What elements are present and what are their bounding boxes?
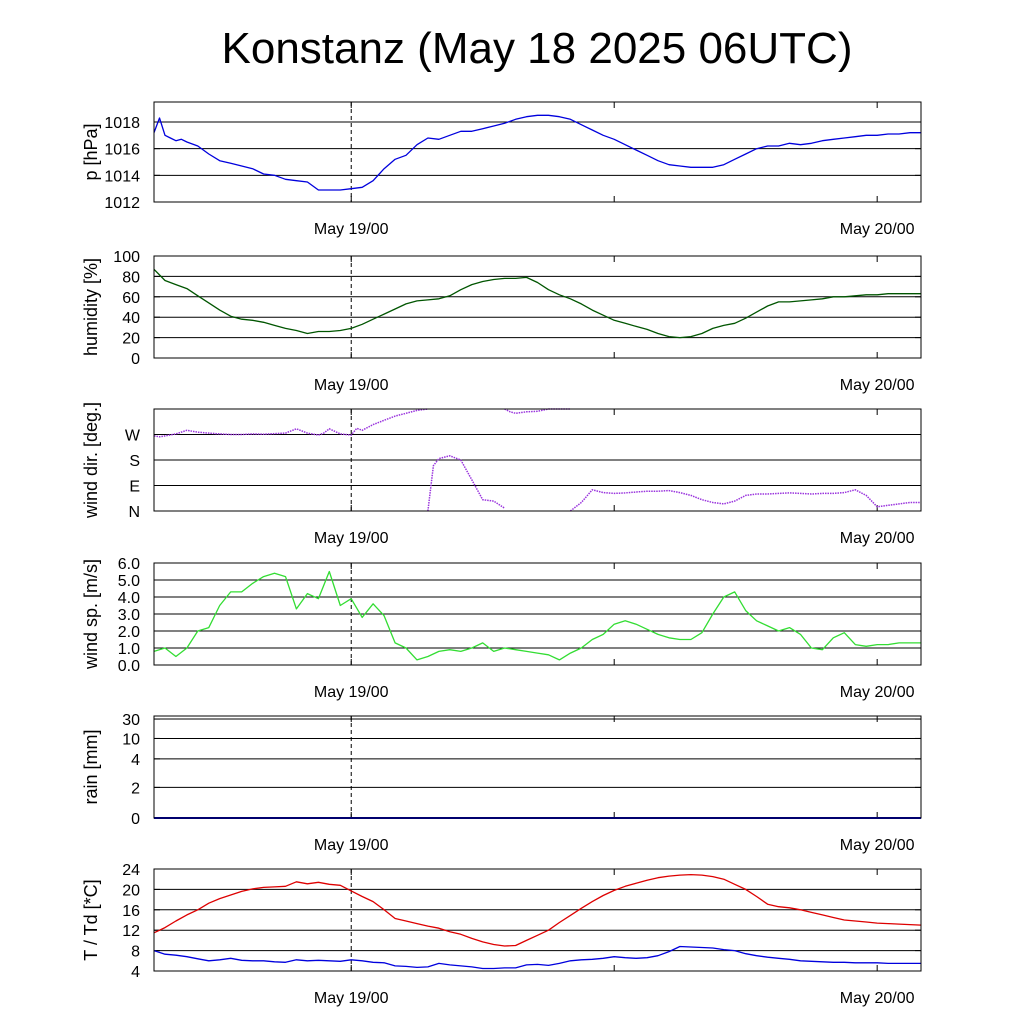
wind-speed-ytick-label: 1.0: [118, 641, 140, 658]
temperature-dewpoint-xtick-label: May 20/00: [840, 990, 915, 1007]
wind-direction-ytick-label: S: [129, 453, 140, 470]
wind-speed-ytick-label: 5.0: [118, 573, 140, 590]
temperature-dewpoint-series-1: [153, 945, 921, 970]
wind-direction-trace: [427, 455, 506, 512]
chart-title: Konstanz (May 18 2025 06UTC): [221, 24, 853, 73]
wind-speed-xtick-label: May 19/00: [314, 684, 389, 701]
rain-ytick-label: 10: [122, 731, 140, 748]
rain-ytick-label: 4: [131, 752, 140, 769]
rain-ytick-label: 30: [122, 712, 140, 729]
wind-direction-trace: [153, 408, 428, 438]
temperature-dewpoint-panel: 4 8 12 16 20 24 May 19/00 May 20/00 T / Td [*C]: [81, 862, 922, 1007]
temperature-dewpoint-ytick-label: 4: [131, 964, 140, 981]
wind-direction-ylabel: wind dir. [deg.]: [81, 402, 101, 519]
rain-ylabel: rain [mm]: [81, 729, 101, 804]
wind-speed-ytick-label: 4.0: [118, 590, 140, 607]
humidity-xtick-label: May 19/00: [314, 377, 389, 394]
wind-speed-ylabel: wind sp. [m/s]: [81, 559, 101, 670]
wind-direction-series-3: [569, 488, 921, 512]
pressure-xtick-label: May 19/00: [314, 221, 389, 238]
wind-direction-frame: [153, 408, 922, 512]
wind-speed-series-0: [153, 570, 921, 661]
wind-speed-ytick-label: 3.0: [118, 607, 140, 624]
temperature-dewpoint-frame: [153, 868, 922, 972]
temperature-dewpoint-ytick-label: 12: [122, 923, 140, 940]
temperature-dewpoint-ytick-label: 16: [122, 903, 140, 920]
wind-speed-ytick-label: 0.0: [118, 658, 140, 675]
wind-speed-ytick-label: 2.0: [118, 624, 140, 641]
wind-speed-ytick-label: 6.0: [118, 556, 140, 573]
temperature-dewpoint-series-0: [153, 873, 922, 947]
rain-frame: [153, 715, 922, 819]
temperature-dewpoint-ytick-label: 20: [122, 882, 140, 899]
humidity-xtick-label: May 20/00: [840, 377, 915, 394]
humidity-ytick-label: 0: [131, 351, 140, 368]
rain-ytick-label: 0: [131, 811, 140, 828]
rain-panel: 0 2 4 10 30 May 19/00 May 20/00 rain [mm]: [81, 712, 922, 854]
pressure-ytick-label: 1012: [104, 195, 140, 212]
humidity-panel: 0 20 40 60 80 100 May 19/00 May 20/00 humidity […: [81, 249, 922, 394]
rain-xtick-label: May 19/00: [314, 837, 389, 854]
wind-speed-panel: 0.01.02.03.04.05.06.0 May 19/00 May 20/00 w…: [81, 556, 922, 701]
pressure-ytick-label: 1016: [104, 142, 140, 159]
wind-direction-xtick-label: May 19/00: [314, 530, 389, 547]
pressure-ytick-label: 1018: [104, 115, 140, 132]
humidity-ytick-label: 100: [113, 249, 140, 266]
temperature-dewpoint-ylabel: T / Td [*C]: [81, 879, 101, 960]
pressure-ytick-label: 1014: [104, 168, 140, 185]
humidity-series-0: [153, 268, 921, 339]
pressure-frame: [153, 101, 922, 203]
humidity-frame: [153, 255, 922, 359]
temperature-dewpoint-ytick-label: 24: [122, 862, 140, 879]
humidity-ytick-label: 80: [122, 269, 140, 286]
wind-speed-frame: [153, 562, 922, 666]
temperature-dewpoint-ytick-label: 8: [131, 944, 140, 961]
wind-direction-series-1: [427, 455, 506, 512]
wind-direction-ytick-label: W: [125, 428, 141, 445]
wind-direction-trace: [504, 408, 571, 415]
rain-xtick-label: May 20/00: [840, 837, 915, 854]
wind-direction-ytick-label: N: [128, 504, 140, 521]
wind-direction-series-2: [504, 408, 571, 415]
wind-direction-series-0: [153, 408, 428, 438]
pressure-series-0: [153, 114, 921, 191]
wind-speed-xtick-label: May 20/00: [840, 684, 915, 701]
humidity-ylabel: humidity [%]: [81, 258, 101, 356]
pressure-panel: 1012 1014 1016 1018 May 19/00 May 20/00 p [hPa…: [81, 101, 922, 238]
humidity-ytick-label: 20: [122, 331, 140, 348]
wind-direction-ytick-label: E: [129, 479, 140, 496]
pressure-ylabel: p [hPa]: [81, 123, 101, 180]
wind-direction-xtick-label: May 20/00: [840, 530, 915, 547]
pressure-xtick-label: May 20/00: [840, 221, 915, 238]
humidity-ytick-label: 60: [122, 290, 140, 307]
temperature-dewpoint-xtick-label: May 19/00: [314, 990, 389, 1007]
rain-ytick-label: 2: [131, 780, 140, 797]
wind-direction-trace: [569, 488, 921, 512]
humidity-ytick-label: 40: [122, 310, 140, 327]
